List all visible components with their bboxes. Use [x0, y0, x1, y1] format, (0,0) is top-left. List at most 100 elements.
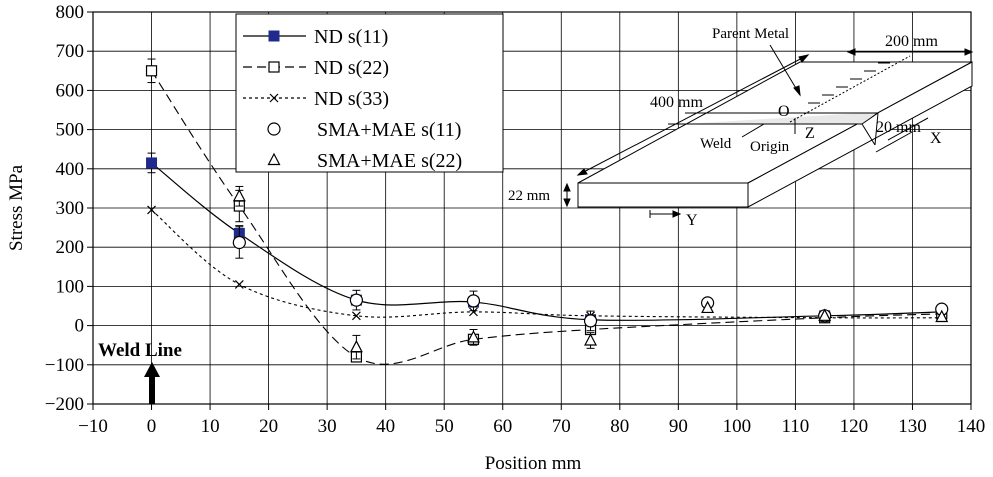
data-point	[232, 235, 246, 250]
data-point	[349, 293, 363, 307]
section-cut-1	[861, 123, 876, 146]
y-tick-label: 700	[56, 41, 85, 62]
label-origin-o: O	[778, 103, 790, 120]
weld-line-arrow-head	[144, 362, 160, 377]
series-0	[146, 152, 948, 326]
label-origin: Origin	[750, 139, 790, 155]
axis-ticks	[87, 11, 972, 410]
x-tick-label: 80	[610, 416, 629, 437]
legend-marker	[267, 152, 281, 166]
section-cut-2	[874, 112, 879, 146]
x-axis-label: Position mm	[485, 453, 582, 474]
y-tick-label: 0	[75, 316, 85, 337]
data-point	[935, 309, 949, 323]
label-200mm: 200 mm	[885, 33, 938, 50]
label-axis-z: Z	[805, 125, 815, 142]
data-point	[466, 294, 481, 308]
y-tick-label: −100	[45, 355, 84, 376]
legend-label: SMA+MAE s(11)	[317, 119, 461, 141]
series-line	[151, 162, 942, 321]
legend-marker	[268, 30, 280, 42]
label-axis-y: Y	[686, 212, 698, 229]
data-point	[466, 330, 480, 343]
dim-line-400	[577, 54, 809, 176]
data-point	[232, 188, 246, 202]
y-axis-arrow-head	[672, 210, 682, 218]
x-tick-label: 50	[435, 416, 454, 437]
x-axis-arrow	[887, 117, 929, 141]
weld-region	[668, 112, 878, 124]
label-weld: Weld	[700, 136, 732, 152]
legend: ND s(11) ND s(22) ND s(33) SMA+MAE s(11) SMA…	[235, 13, 504, 173]
x-tick-label: 20	[259, 416, 278, 437]
weld-line-annotation: Weld Line	[98, 340, 182, 404]
y-tick-label: 300	[56, 198, 85, 219]
legend-item: ND s(33)	[243, 88, 389, 110]
x-tick-label: 10	[201, 416, 220, 437]
weld-line-arrow-shaft	[149, 376, 155, 404]
x-tick-label: 100	[723, 416, 752, 437]
x-tick-label: 130	[898, 416, 927, 437]
weld-section-line	[861, 112, 879, 125]
y-tick-label: 800	[56, 2, 85, 23]
legend-label: SMA+MAE s(22)	[317, 150, 462, 172]
data-point	[349, 339, 363, 353]
dim-arrow-400-start	[576, 168, 588, 176]
data-point	[583, 314, 598, 328]
parent-metal-pointer	[769, 44, 801, 96]
weld-line-label: Weld Line	[98, 340, 182, 361]
series-layer	[145, 58, 949, 365]
y-tick-label: 600	[56, 80, 85, 101]
data-point	[351, 311, 361, 321]
y-tick-label: 400	[56, 159, 85, 180]
x-tick-label: 30	[318, 416, 337, 437]
label-parent-metal: Parent Metal	[712, 26, 789, 42]
weld-pointer	[741, 123, 765, 138]
y-tick-label: −200	[45, 394, 84, 415]
legend-label: ND s(11)	[314, 26, 388, 48]
x-tick-label: 60	[493, 416, 512, 437]
dim-arrow-22-bottom	[563, 198, 571, 208]
y-tick-label: 200	[56, 237, 85, 258]
y-axis-label: Stress MPa	[6, 164, 27, 251]
legend-item: SMA+MAE s(11)	[267, 119, 461, 141]
measurement-ticks	[808, 62, 890, 104]
legend-item: SMA+MAE s(22)	[267, 150, 462, 172]
legend-item: ND s(11)	[243, 26, 388, 48]
x-tick-label: 70	[552, 416, 571, 437]
data-point	[584, 333, 598, 346]
dim-arrow-200-right	[964, 48, 974, 56]
x-tick-label: 40	[376, 416, 395, 437]
x-tick-label: 0	[147, 416, 157, 437]
series-line	[151, 209, 942, 319]
tick-labels: −10 0 10 20 30 40 50 60 70 80 90 100 110 120 130 140−20…	[45, 2, 985, 437]
specimen-schematic	[563, 44, 974, 218]
data-point	[147, 205, 156, 215]
y-tick-label: 100	[56, 276, 85, 297]
dim-arrow-400-end	[798, 54, 810, 63]
schematic-labels: Parent Metal 200 mm 400 mm O Z 20 mm X W…	[508, 26, 942, 229]
label-22mm: 22 mm	[508, 188, 550, 204]
legend-marker	[267, 122, 281, 136]
data-point	[234, 280, 244, 289]
label-axis-x: X	[930, 130, 942, 147]
weld-centerline	[789, 55, 911, 123]
parent-metal-pointer-head	[793, 85, 801, 97]
data-point	[701, 300, 715, 314]
dim-line-20	[875, 131, 913, 153]
dim-arrow-22-top	[563, 182, 571, 192]
legend-marker	[269, 93, 279, 103]
y-tick-label: 500	[56, 120, 85, 141]
legend-marker	[268, 61, 280, 73]
x-tick-label: 140	[957, 416, 986, 437]
data-point	[145, 65, 158, 77]
x-tick-label: 90	[669, 416, 688, 437]
label-400mm: 400 mm	[650, 94, 703, 111]
plate-side-face	[747, 61, 973, 208]
legend-item: ND s(22)	[243, 57, 389, 79]
data-point	[818, 308, 832, 321]
x-tick-label: −10	[78, 416, 108, 437]
data-point	[146, 157, 158, 169]
x-tick-label: 110	[782, 416, 810, 437]
